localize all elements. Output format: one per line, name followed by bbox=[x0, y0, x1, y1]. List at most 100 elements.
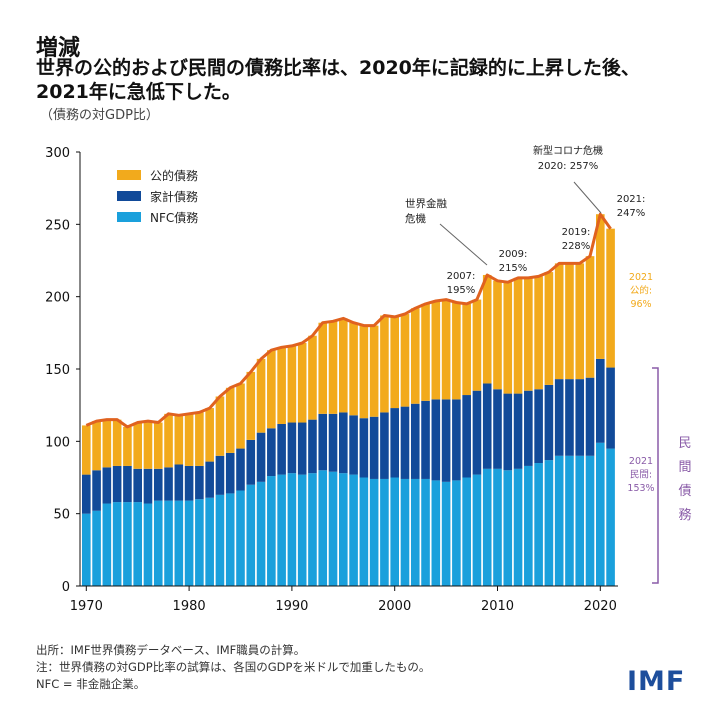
annotation-gfc-leader bbox=[439, 223, 488, 266]
bar-2016-public bbox=[554, 263, 564, 380]
bar-1973-household bbox=[112, 465, 122, 503]
bar-1991-public bbox=[297, 342, 307, 423]
bar-1981-nfc bbox=[195, 499, 204, 586]
bar-1995-public bbox=[339, 318, 348, 413]
x-tick-label: 1990 bbox=[275, 599, 308, 614]
bar-1990-nfc bbox=[287, 473, 297, 586]
bar-1973-nfc bbox=[112, 502, 122, 586]
bar-1990-public bbox=[287, 345, 297, 423]
bar-2009-nfc bbox=[482, 468, 492, 586]
legend-label: 公的債務 bbox=[150, 168, 198, 183]
legend-label: 家計債務 bbox=[150, 189, 198, 204]
x-tick-label: 1980 bbox=[173, 599, 206, 614]
bar-1988-nfc bbox=[267, 476, 276, 586]
bar-1984-household bbox=[225, 452, 235, 494]
bar-1996-nfc bbox=[349, 474, 358, 586]
bar-1988-household bbox=[267, 428, 276, 477]
bar-2021-public bbox=[606, 228, 615, 368]
bar-1997-nfc bbox=[359, 477, 369, 586]
bar-2012-public bbox=[513, 277, 523, 394]
bar-1980-public bbox=[184, 413, 194, 466]
bar-1970-household bbox=[82, 474, 91, 514]
bar-1979-household bbox=[174, 464, 184, 501]
bar-2008-public bbox=[472, 299, 482, 391]
legend-swatch bbox=[117, 170, 141, 180]
bar-2004-public bbox=[431, 301, 441, 400]
bar-1983-public bbox=[215, 396, 225, 456]
bar-2013-public bbox=[524, 277, 533, 391]
x-tick-label: 2010 bbox=[481, 599, 514, 614]
bar-1977-household bbox=[153, 468, 163, 501]
private-debt-label: 債 bbox=[678, 484, 691, 499]
x-tick-label: 1970 bbox=[70, 599, 103, 614]
bar-2001-household bbox=[400, 406, 410, 479]
y-tick-label: 200 bbox=[45, 291, 70, 306]
annotation-covid: 新型コロナ危機 bbox=[533, 144, 603, 157]
bar-1998-household bbox=[369, 416, 379, 479]
bar-2020-public bbox=[596, 214, 605, 359]
bar-2005-nfc bbox=[441, 481, 451, 586]
bar-1989-household bbox=[277, 423, 286, 475]
bar-2016-household bbox=[554, 379, 564, 456]
bar-1994-public bbox=[328, 321, 338, 414]
bar-2008-household bbox=[472, 390, 482, 475]
bar-2010-household bbox=[493, 389, 502, 469]
annotation-private-2021: 民間: bbox=[630, 470, 652, 481]
bar-1979-public bbox=[174, 415, 184, 465]
bar-1977-public bbox=[153, 422, 163, 469]
legend-label: NFC債務 bbox=[150, 210, 198, 225]
bar-2006-household bbox=[452, 399, 461, 481]
annotation-public-2021: 公的: bbox=[630, 285, 652, 297]
bar-1994-household bbox=[328, 413, 338, 472]
bar-1971-nfc bbox=[92, 510, 101, 586]
bar-2017-household bbox=[565, 379, 574, 456]
x-tick-label: 2020 bbox=[584, 599, 617, 614]
bar-2011-household bbox=[503, 393, 513, 471]
bar-1974-public bbox=[123, 426, 132, 466]
bar-2012-nfc bbox=[513, 468, 523, 586]
bar-2014-public bbox=[534, 276, 543, 390]
legend-swatch bbox=[117, 212, 141, 222]
annotation-2007: 195% bbox=[447, 285, 476, 296]
bar-2006-public bbox=[452, 302, 461, 400]
bar-1971-public bbox=[92, 421, 101, 471]
bar-1996-household bbox=[349, 415, 358, 475]
bar-2000-household bbox=[390, 408, 399, 478]
bar-1978-nfc bbox=[164, 500, 173, 586]
bar-2014-nfc bbox=[534, 463, 543, 586]
bar-2014-household bbox=[534, 389, 543, 464]
bar-2006-nfc bbox=[452, 480, 461, 586]
source-note: 出所：IMF世界債務データベース、IMF職員の計算。 bbox=[36, 643, 306, 657]
annotation-private-2021: 153% bbox=[627, 483, 654, 494]
bar-1982-household bbox=[205, 461, 214, 498]
bar-1985-nfc bbox=[236, 490, 245, 586]
bar-2020-household bbox=[596, 358, 605, 443]
bar-1980-household bbox=[184, 465, 194, 501]
bar-1993-public bbox=[318, 322, 328, 414]
bar-1974-nfc bbox=[123, 502, 132, 586]
bar-2004-household bbox=[431, 399, 441, 481]
bar-2016-nfc bbox=[554, 455, 564, 586]
bar-2010-nfc bbox=[493, 468, 502, 586]
bar-2001-nfc bbox=[400, 478, 410, 586]
bar-1998-public bbox=[369, 325, 379, 417]
bar-1992-public bbox=[308, 335, 317, 420]
y-tick-label: 250 bbox=[45, 218, 70, 233]
bar-2020-nfc bbox=[596, 442, 605, 586]
debt-chart: 0 50 100 150 200 250 300 1970 1980 1990 2000 2010 20… bbox=[45, 144, 691, 614]
private-debt-label: 民 bbox=[678, 436, 691, 451]
bar-1979-nfc bbox=[174, 500, 184, 586]
bar-2003-nfc bbox=[421, 478, 430, 586]
bar-1996-public bbox=[349, 322, 358, 416]
bar-1971-household bbox=[92, 470, 101, 511]
bar-1981-public bbox=[195, 412, 204, 466]
bar-2002-nfc bbox=[410, 478, 420, 586]
bar-2002-public bbox=[410, 308, 420, 404]
bar-1990-household bbox=[287, 422, 297, 474]
bar-1975-nfc bbox=[133, 502, 142, 586]
method-note: 注：世界債務の対GDP比率の試算は、各国のGDPを米ドルで加重したもの。 bbox=[36, 660, 431, 674]
bar-2015-public bbox=[544, 272, 554, 385]
annotation-2021: 2021: bbox=[617, 194, 646, 205]
bar-2007-household bbox=[462, 395, 471, 478]
annotation-public-2021: 2021 bbox=[629, 272, 653, 283]
